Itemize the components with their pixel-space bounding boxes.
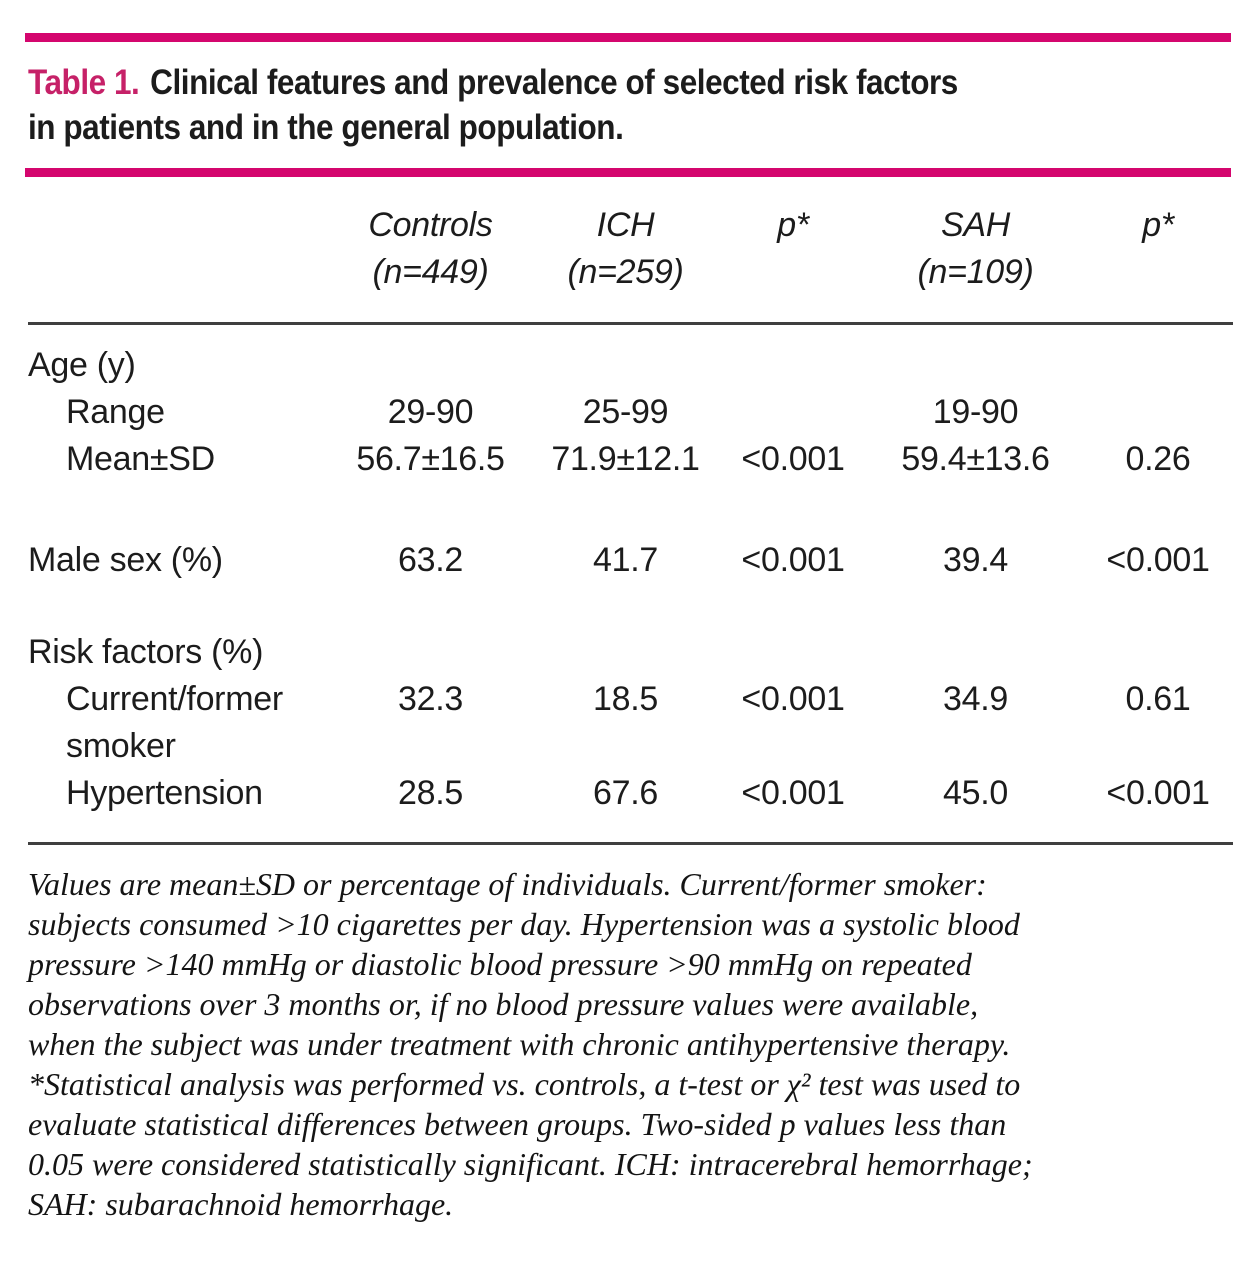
cell-range-controls: 29-90: [387, 392, 474, 431]
cell-hyper-controls: 28.5: [398, 773, 463, 812]
cell-smoker-p2: 0.61: [1125, 679, 1191, 718]
header-controls-n: (n=449): [372, 253, 489, 291]
cell-hyper-sah: 45.0: [943, 773, 1008, 812]
cell-male-p1: <0.001: [741, 540, 845, 579]
header-p2-name: p*: [1142, 206, 1174, 244]
cell-mean-p2: 0.26: [1125, 439, 1191, 478]
header-ich-n: (n=259): [567, 253, 684, 291]
title-line-1: Table 1. Clinical features and prevalence…: [28, 60, 1234, 105]
header-sah: SAH (n=109): [868, 196, 1083, 325]
cell-age-ich: [533, 342, 718, 389]
table-footnote: Values are mean±SD or percentage of indi…: [28, 864, 1243, 1224]
cell-range-p2: [1083, 389, 1233, 436]
row-label-smoker: Current/former smoker: [66, 679, 283, 765]
cell-mean-controls: 56.7±16.5: [356, 439, 505, 478]
cell-male-sah: 39.4: [943, 540, 1008, 579]
header-p1: p*: [718, 196, 868, 325]
title-text-line1: Clinical features and prevalence of sele…: [150, 63, 958, 102]
spacer-row: [28, 483, 1233, 537]
cell-age-p2: [1083, 342, 1233, 389]
table-row-risk-factors: Risk factors (%): [28, 629, 1233, 676]
table-row-age: Age (y): [28, 342, 1233, 389]
cell-mean-p1: <0.001: [741, 439, 845, 478]
cell-smoker-sah: 34.9: [943, 679, 1008, 718]
clinical-features-table: Controls (n=449) ICH (n=259) p* SAH (n=1…: [28, 196, 1233, 845]
cell-male-controls: 63.2: [398, 540, 463, 579]
cell-range-p1: [718, 389, 868, 436]
cell-hyper-p1: <0.001: [741, 773, 845, 812]
header-ich-name: ICH: [596, 206, 655, 244]
cell-age-controls: [328, 342, 533, 389]
header-row: Controls (n=449) ICH (n=259) p* SAH (n=1…: [28, 196, 1233, 325]
table-row-hypertension: Hypertension 28.5 67.6 <0.001 45.0 <0.00…: [28, 770, 1233, 817]
footnote-line-7: evaluate statistical differences between…: [28, 1106, 1007, 1142]
row-label-age: Age (y): [28, 345, 136, 384]
table-row-mean-sd: Mean±SD 56.7±16.5 71.9±12.1 <0.001 59.4±…: [28, 436, 1233, 483]
table-title: Table 1. Clinical features and prevalence…: [28, 60, 1234, 150]
cell-smoker-ich: 18.5: [593, 679, 658, 718]
mid-accent-rule: [25, 168, 1231, 177]
cell-smoker-p1: <0.001: [741, 679, 845, 718]
header-p2: p*: [1083, 196, 1233, 325]
header-empty: [28, 196, 328, 325]
cell-range-sah: 19-90: [932, 392, 1019, 431]
table-row-male-sex: Male sex (%) 63.2 41.7 <0.001 39.4 <0.00…: [28, 537, 1233, 584]
cell-risk-p2: [1083, 629, 1233, 676]
header-ich: ICH (n=259): [533, 196, 718, 325]
row-label-male-sex: Male sex (%): [28, 540, 223, 579]
cell-age-p1: [718, 342, 868, 389]
cell-smoker-controls: 32.3: [398, 679, 463, 718]
cell-mean-sah: 59.4±13.6: [901, 439, 1050, 478]
table-row-smoker: Current/former smoker 32.3 18.5 <0.001 3…: [28, 676, 1233, 770]
cell-range-ich: 25-99: [582, 392, 669, 431]
footnote-line-5: when the subject was under treatment wit…: [28, 1026, 1011, 1062]
cell-risk-ich: [533, 629, 718, 676]
row-label-hypertension: Hypertension: [66, 773, 263, 812]
cell-hyper-ich: 67.6: [593, 773, 658, 812]
header-p1-name: p*: [777, 206, 809, 244]
spacer-row: [28, 817, 1233, 844]
row-label-range: Range: [66, 392, 165, 431]
cell-age-sah: [868, 342, 1083, 389]
footnote-line-9: SAH: subarachnoid hemorrhage.: [28, 1186, 454, 1222]
footnote-line-2: subjects consumed >10 cigarettes per day…: [28, 906, 1020, 942]
cell-risk-controls: [328, 629, 533, 676]
spacer-row: [28, 324, 1233, 342]
table-number-label: Table 1.: [28, 63, 140, 102]
row-label-mean-sd: Mean±SD: [66, 439, 215, 478]
footnote-line-3: pressure >140 mmHg or diastolic blood pr…: [28, 946, 972, 982]
cell-male-p2: <0.001: [1106, 540, 1210, 579]
header-controls-name: Controls: [368, 206, 493, 244]
header-controls: Controls (n=449): [328, 196, 533, 325]
row-label-risk-factors: Risk factors (%): [28, 632, 264, 671]
cell-mean-ich: 71.9±12.1: [551, 439, 700, 478]
spacer-row: [28, 584, 1233, 629]
header-sah-n: (n=109): [917, 253, 1034, 291]
title-text-line2: in patients and in the general populatio…: [28, 108, 624, 147]
header-sah-name: SAH: [940, 206, 1010, 244]
table-row-range: Range 29-90 25-99 19-90: [28, 389, 1233, 436]
cell-risk-p1: [718, 629, 868, 676]
footnote-line-4: observations over 3 months or, if no blo…: [28, 986, 979, 1022]
cell-risk-sah: [868, 629, 1083, 676]
footnote-line-1: Values are mean±SD or percentage of indi…: [28, 866, 987, 902]
top-accent-rule: [25, 33, 1231, 42]
cell-hyper-p2: <0.001: [1106, 773, 1210, 812]
cell-male-ich: 41.7: [593, 540, 658, 579]
footnote-line-6: *Statistical analysis was performed vs. …: [28, 1066, 1021, 1102]
footnote-line-8: 0.05 were considered statistically signi…: [28, 1146, 1033, 1182]
